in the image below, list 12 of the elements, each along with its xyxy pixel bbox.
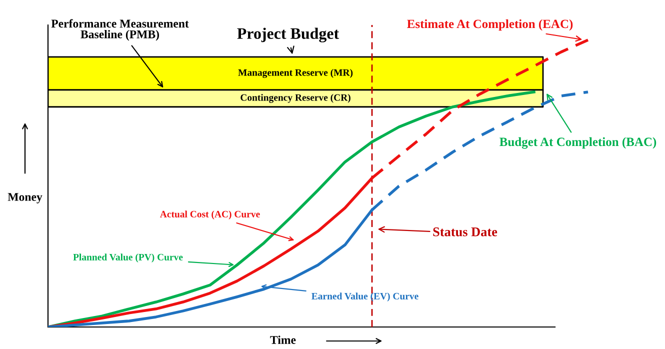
band-label: Management Reserve (MR) [238,68,353,78]
y-axis-title: Money [8,193,42,204]
band-label: Contingency Reserve (CR) [240,94,350,103]
annotation: Budget At Completion (BAC) [500,137,656,149]
annotation: Earned Value (EV) Curve [312,292,418,302]
annotation: Planned Value (PV) Curve [73,254,183,262]
annotation: Actual Cost (AC) Curve [160,210,260,220]
annotation: Project Budget [237,28,340,42]
annotation: Status Date [433,227,498,236]
annotation: Performance Measurement Baseline (PMB) [51,19,189,41]
x-axis-title: Time [270,336,296,344]
text: Estimate At Completion (EAC) [407,19,573,31]
